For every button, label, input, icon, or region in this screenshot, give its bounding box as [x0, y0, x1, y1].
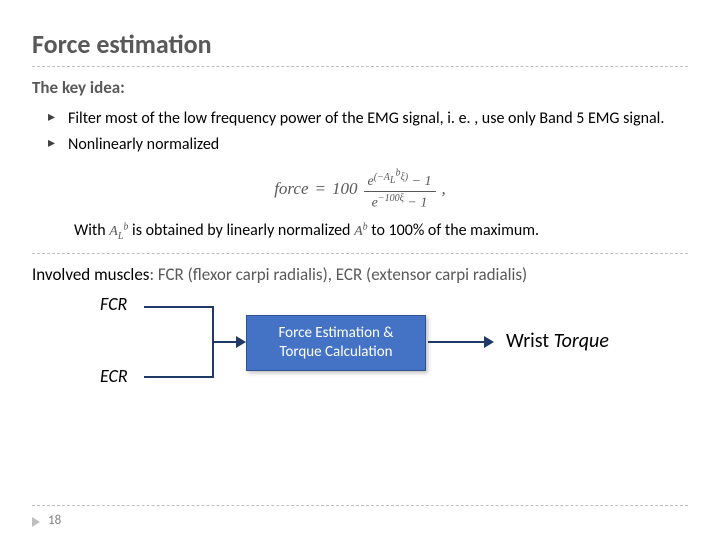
- box-line1: Force Estimation &: [279, 324, 394, 342]
- bullet-item: Filter most of the low frequency power o…: [54, 108, 688, 130]
- mid-line: [212, 341, 236, 343]
- out-line: [428, 341, 484, 343]
- with-mid: is obtained by linearly normalized: [128, 221, 354, 240]
- formula-den: e−100ξ − 1: [368, 192, 432, 211]
- page-arrow-icon: [32, 517, 40, 527]
- formula-fraction: e(−ALbξ) − 1 e−100ξ − 1: [364, 167, 436, 210]
- page-number: 18: [48, 513, 61, 528]
- ecr-line: [144, 376, 212, 378]
- keyidea-label: The key idea:: [32, 77, 688, 98]
- fcr-line: [144, 306, 212, 308]
- process-box: Force Estimation & Torque Calculation: [246, 315, 426, 371]
- arrow-out-icon: [484, 336, 494, 348]
- box-line2: Torque Calculation: [279, 343, 392, 361]
- arrow-into-box-icon: [236, 336, 246, 348]
- bullet-item: Nonlinearly normalized: [54, 134, 688, 156]
- flow-diagram: FCR ECR Force Estimation & Torque Calcul…: [32, 293, 688, 413]
- formula-block: force = 100 e(−ALbξ) − 1 e−100ξ − 1 ,: [32, 167, 688, 210]
- divider-footer: [32, 505, 688, 506]
- formula-lhs: force: [274, 179, 308, 199]
- output-label-b: Torque: [554, 329, 609, 353]
- involved-label: Involved muscles: [32, 264, 149, 285]
- divider-mid: [32, 253, 688, 254]
- with-sym1: ALb: [109, 224, 128, 239]
- involved-text: : FCR (flexor carpi radialis), ECR (exte…: [149, 264, 527, 285]
- with-line: With ALb is obtained by linearly normali…: [32, 221, 688, 242]
- formula-coeff: 100: [332, 179, 358, 199]
- with-post: to 100% of the maximum.: [368, 221, 539, 240]
- with-pre: With: [74, 221, 109, 240]
- fcr-label: FCR: [100, 293, 127, 315]
- with-sym2: Ab: [354, 224, 368, 239]
- bullet-list: Filter most of the low frequency power o…: [32, 108, 688, 155]
- slide-title: Force estimation: [32, 28, 688, 60]
- output-label: Wrist Torque: [506, 329, 609, 353]
- formula-eq: =: [315, 179, 326, 199]
- output-label-a: Wrist: [506, 329, 554, 353]
- ecr-label: ECR: [100, 365, 128, 387]
- involved-muscles: Involved muscles: FCR (flexor carpi radi…: [32, 264, 688, 287]
- divider-top: [32, 66, 688, 67]
- formula-num: e(−ALbξ) − 1: [364, 167, 436, 191]
- formula-trail: ,: [442, 179, 446, 199]
